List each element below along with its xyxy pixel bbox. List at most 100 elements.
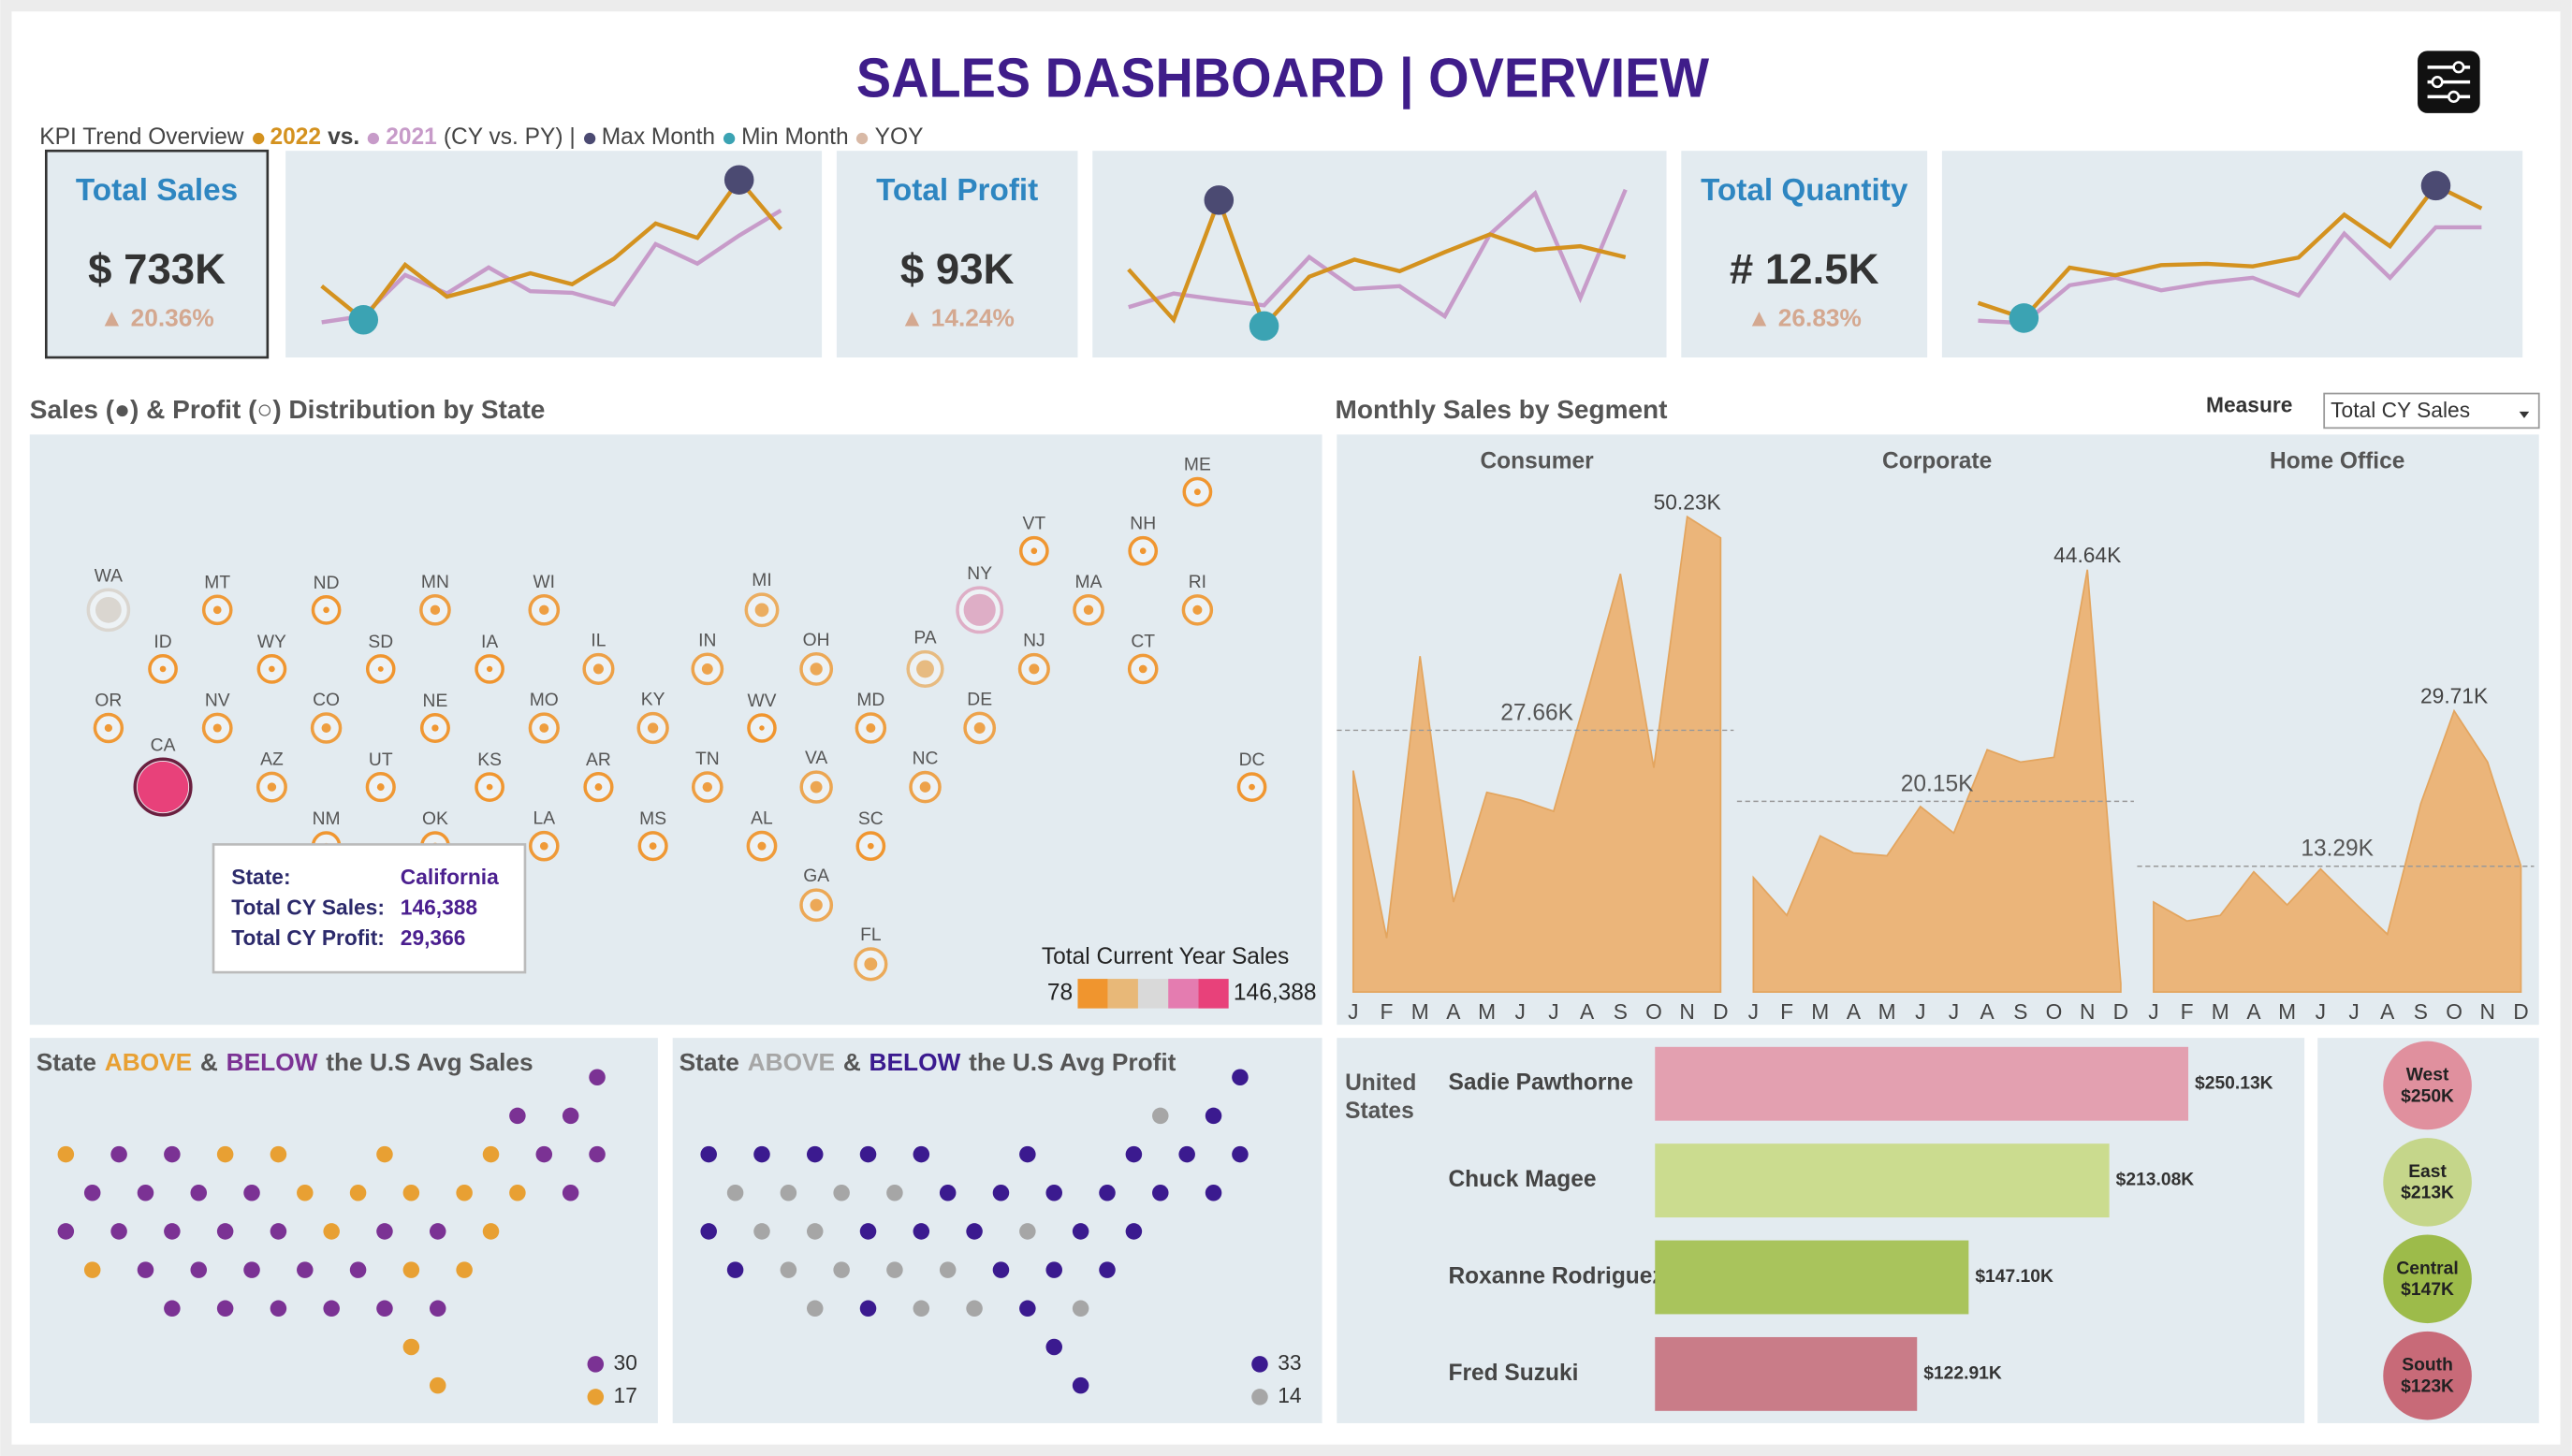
state-dot [649, 842, 657, 851]
state-dot [243, 1261, 260, 1278]
state-dot [216, 1145, 234, 1163]
state-dot [429, 1376, 446, 1394]
state-dot [1030, 547, 1038, 555]
group-label-box: United States [1345, 1069, 1416, 1123]
bar-label: $213.08K [2116, 1171, 2195, 1190]
segment-area [2153, 708, 2522, 993]
tooltip-label: Total CY Profit: [231, 925, 385, 950]
bar [1655, 1240, 1969, 1315]
state-dot [867, 842, 874, 850]
state-dot [95, 596, 122, 623]
state-label: GA [803, 866, 829, 886]
month-label: O [2046, 999, 2063, 1024]
state-label: WA [95, 566, 123, 586]
month-label: A [1847, 999, 1862, 1024]
max-marker [1204, 185, 1235, 215]
max-label: 44.64K [2053, 543, 2121, 567]
state-dot [833, 1261, 850, 1278]
legend-dot [252, 132, 264, 144]
state-dot [83, 1261, 101, 1278]
filter-button[interactable] [2418, 51, 2480, 113]
state-dot [1029, 663, 1040, 675]
legend-count: 17 [614, 1383, 637, 1407]
state-label: CA [151, 735, 176, 755]
kpi-card [836, 151, 1078, 357]
month-label: O [2446, 999, 2462, 1024]
region-bubble [2383, 1331, 2472, 1420]
state-dot [939, 1185, 957, 1201]
state-dot [297, 1185, 314, 1201]
state-label: MO [530, 691, 559, 710]
state-dot [1072, 1300, 1089, 1318]
state-label: ND [314, 574, 340, 593]
state-dot [919, 781, 931, 793]
legend-count: 30 [614, 1350, 637, 1375]
state-label: FL [860, 925, 882, 945]
dashboard-title: SALES DASHBOARD | OVERVIEW [856, 46, 1710, 109]
legend-dot [1251, 1356, 1268, 1373]
month-label: J [1748, 999, 1759, 1024]
state-dot [913, 1223, 930, 1240]
title-part: State [680, 1048, 739, 1076]
min-marker [348, 304, 379, 335]
tooltip-value: 146,388 [401, 895, 477, 920]
state-dot [1072, 1376, 1089, 1394]
state-dot [535, 1145, 553, 1163]
month-label: O [1645, 999, 1662, 1024]
state-dot [376, 1300, 393, 1318]
title-part: ABOVE [105, 1048, 192, 1076]
state-label: DC [1239, 750, 1265, 770]
state-label: DE [967, 690, 992, 709]
state-dot [456, 1261, 473, 1278]
state-dot [57, 1223, 75, 1240]
region-name: West [2406, 1066, 2449, 1085]
measure-select[interactable]: Total CY Sales [2323, 392, 2540, 430]
state-dot [806, 1300, 824, 1318]
state-dot [377, 665, 384, 672]
sparkline [321, 209, 782, 325]
state-dot [270, 1145, 287, 1163]
state-dot [1083, 604, 1094, 616]
state-dot [701, 662, 713, 675]
state-label: VT [1023, 515, 1046, 534]
color-min: 78 [1047, 980, 1073, 1005]
state-dot [349, 1261, 367, 1278]
state-dot [376, 783, 385, 791]
state-dot [137, 761, 189, 813]
state-dot [1045, 1338, 1062, 1356]
kpi-legend: KPI Trend Overview 2022 vs. 2021 (CY vs. PY)… [39, 120, 1188, 153]
title-part: the U.S Avg Sales [326, 1048, 533, 1076]
state-label: IL [591, 632, 606, 651]
state-label: PA [913, 629, 936, 648]
state-dot [963, 593, 996, 626]
state-dot [509, 1107, 526, 1125]
state-label: TN [695, 750, 720, 769]
title-part: BELOW [227, 1048, 318, 1076]
reference-label: 13.29K [2301, 837, 2374, 862]
state-dot [859, 1145, 877, 1163]
bar-label: $250.13K [2195, 1073, 2273, 1093]
select-arrow [2519, 411, 2530, 418]
state-dot [1125, 1145, 1143, 1163]
state-dot [562, 1107, 579, 1125]
region-bubble [2383, 1138, 2472, 1227]
state-label: UT [369, 750, 393, 770]
kpi-value: $ 733K [88, 245, 226, 293]
state-dot [1232, 1145, 1249, 1163]
color-max: 146,388 [1234, 980, 1317, 1005]
region-value: $147K [2401, 1280, 2454, 1300]
sparkline [320, 176, 782, 323]
state-label: OR [95, 692, 122, 711]
dot-map-panel [672, 1038, 1323, 1423]
state-label: MS [639, 809, 666, 829]
month-label: D [1713, 999, 1728, 1024]
state-dot [886, 1261, 903, 1278]
kpi-change: ▲ 14.24% [899, 304, 1014, 332]
state-dot [992, 1185, 1010, 1201]
bar-name: Fred Suzuki [1448, 1361, 1578, 1386]
state-dot [539, 841, 548, 851]
state-dot [757, 841, 767, 851]
state-dot [913, 1145, 930, 1163]
month-label: F [1780, 999, 1793, 1024]
